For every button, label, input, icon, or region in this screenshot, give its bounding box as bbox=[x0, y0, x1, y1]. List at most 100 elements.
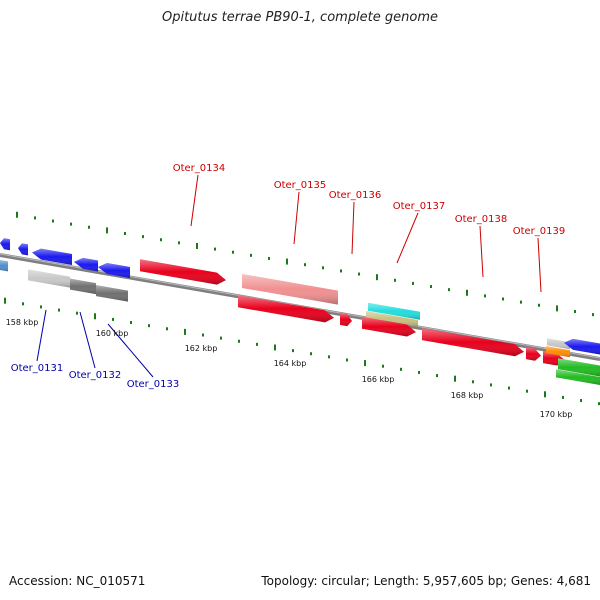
kbp-tick-labels: 158 kbp 160 kbp 162 kbp 164 kbp 166 kbp 168 k… bbox=[6, 318, 573, 419]
gene-feature-shading bbox=[242, 273, 338, 305]
inner-tick bbox=[418, 370, 420, 374]
gene-feature-shading bbox=[546, 346, 570, 358]
outer-tick bbox=[394, 278, 396, 282]
gene-feature-shading bbox=[556, 369, 600, 385]
kbp-tick-label: 158 kbp bbox=[6, 318, 39, 327]
outer-tick bbox=[538, 303, 540, 307]
outer-tick bbox=[52, 219, 54, 223]
inner-tick bbox=[436, 374, 438, 378]
outer-tick-track bbox=[16, 211, 594, 317]
outer-tick bbox=[286, 258, 288, 265]
inner-tick bbox=[22, 302, 24, 306]
inner-tick-track bbox=[4, 297, 600, 406]
gene-feature-shading bbox=[96, 285, 128, 302]
gene-label-reverse[interactable]: Oter_0132 bbox=[69, 370, 122, 381]
inner-tick bbox=[220, 336, 222, 340]
gene-label-reverse[interactable]: Oter_0133 bbox=[127, 379, 180, 390]
inner-tick bbox=[112, 317, 114, 321]
outer-tick bbox=[214, 247, 216, 251]
gene-label-forward[interactable]: Oter_0134 bbox=[173, 163, 226, 174]
inner-tick bbox=[562, 395, 564, 399]
inner-tick bbox=[472, 380, 474, 384]
gene-label-forward[interactable]: Oter_0138 bbox=[455, 214, 508, 225]
inner-tick bbox=[292, 349, 294, 353]
outer-tick bbox=[448, 288, 450, 292]
inner-tick bbox=[544, 391, 546, 398]
gene-feature-shading bbox=[70, 278, 96, 295]
outer-tick bbox=[592, 313, 594, 317]
gene-feature-shading bbox=[340, 312, 352, 327]
leader-line bbox=[396, 212, 419, 264]
kbp-tick-label: 170 kbp bbox=[540, 410, 573, 419]
leader-line bbox=[351, 201, 355, 255]
inner-tick bbox=[274, 344, 276, 351]
inner-tick bbox=[364, 360, 366, 367]
outer-tick bbox=[304, 263, 306, 267]
gene-label-forward[interactable]: Oter_0136 bbox=[329, 190, 382, 201]
gene-feature-shading bbox=[362, 316, 416, 337]
topology-text: Topology: circular; Length: 5,957,605 bp… bbox=[261, 574, 591, 588]
gene-label-forward[interactable]: Oter_0137 bbox=[393, 201, 446, 212]
outer-tick bbox=[430, 285, 432, 289]
gene-label-reverse[interactable]: Oter_0131 bbox=[11, 363, 64, 374]
outer-tick bbox=[196, 242, 198, 249]
inner-tick bbox=[526, 389, 528, 393]
leader-line bbox=[79, 311, 96, 369]
leader-line bbox=[190, 174, 199, 227]
inner-tick bbox=[76, 311, 78, 315]
outer-tick bbox=[142, 235, 144, 239]
outer-tick bbox=[232, 250, 234, 254]
gene-feature-shading bbox=[28, 269, 70, 288]
accession-text: Accession: NC_010571 bbox=[9, 574, 146, 588]
outer-tick bbox=[178, 241, 180, 245]
outer-tick bbox=[250, 253, 252, 257]
leader-line bbox=[107, 323, 154, 378]
outer-tick bbox=[16, 211, 18, 218]
inner-tick bbox=[4, 297, 6, 304]
inner-tick bbox=[400, 367, 402, 371]
outer-tick bbox=[376, 274, 378, 281]
kbp-tick-label: 166 kbp bbox=[362, 375, 395, 384]
gene-feature-shading bbox=[74, 257, 98, 272]
gene-track bbox=[0, 238, 600, 385]
outer-tick bbox=[106, 227, 108, 234]
inner-tick bbox=[130, 321, 132, 325]
gene-feature-shading bbox=[422, 328, 524, 357]
outer-tick bbox=[34, 216, 36, 220]
outer-tick bbox=[466, 289, 468, 296]
inner-tick bbox=[166, 327, 168, 331]
inner-tick bbox=[148, 324, 150, 328]
inner-tick bbox=[598, 402, 600, 406]
outer-tick bbox=[574, 309, 576, 313]
inner-tick bbox=[454, 375, 456, 382]
leader-line bbox=[36, 309, 47, 362]
outer-tick bbox=[88, 225, 90, 229]
gene-feature-shading bbox=[558, 358, 600, 377]
outer-tick bbox=[502, 297, 504, 301]
label-leaders bbox=[36, 174, 542, 378]
outer-tick bbox=[322, 266, 324, 270]
gene-label-forward[interactable]: Oter_0139 bbox=[513, 226, 566, 237]
inner-tick bbox=[508, 386, 510, 390]
outer-tick bbox=[484, 294, 486, 298]
gene-feature-shading bbox=[0, 260, 8, 272]
inner-tick bbox=[580, 399, 582, 403]
inner-tick bbox=[256, 342, 258, 346]
gene-label-forward[interactable]: Oter_0135 bbox=[274, 180, 327, 191]
inner-tick bbox=[310, 352, 312, 356]
inner-tick bbox=[58, 308, 60, 312]
leader-line bbox=[479, 225, 484, 278]
inner-tick bbox=[184, 328, 186, 335]
gene-feature-shading bbox=[18, 243, 28, 256]
outer-tick bbox=[70, 222, 72, 226]
gene-feature-shading bbox=[0, 238, 10, 251]
gene-feature-shading bbox=[98, 263, 130, 279]
gene-feature-shading bbox=[368, 302, 420, 320]
gene-feature-shading bbox=[526, 347, 541, 361]
outer-tick bbox=[268, 256, 270, 260]
inner-tick bbox=[490, 383, 492, 387]
inner-tick bbox=[94, 313, 96, 320]
gene-feature-shading bbox=[366, 310, 418, 327]
